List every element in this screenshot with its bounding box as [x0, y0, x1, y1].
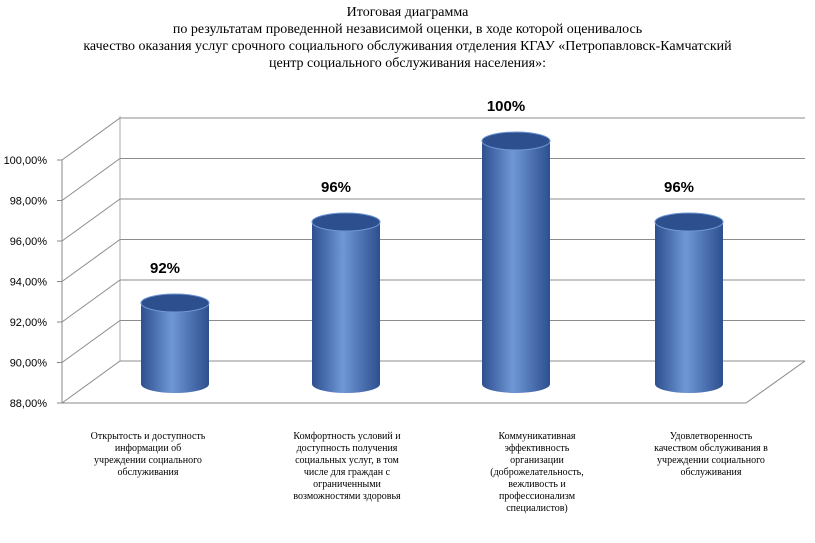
y-tick-label: 96,00% [10, 236, 48, 248]
floor-right-edge [745, 360, 806, 404]
chart-title-line-2: по результатам проведенной независимой о… [172, 22, 643, 37]
bar-top [140, 293, 210, 313]
y-tick-label: 94,00% [10, 277, 48, 289]
bar [141, 303, 209, 393]
gridline [61, 239, 805, 282]
category-label-3: Коммуникативная эффективность организаци… [490, 431, 584, 514]
y-tick-label: 92,00% [10, 317, 48, 329]
data-label: 92% [150, 260, 180, 277]
bar-top [654, 212, 724, 232]
gridline [61, 158, 805, 201]
chart-title-line-1: Итоговая диаграмма [346, 5, 469, 20]
y-tick-label: 100,00% [4, 155, 48, 167]
bar [312, 222, 380, 393]
data-label: 96% [664, 179, 694, 196]
y-tick-label: 88,00% [10, 398, 48, 410]
category-label-4: Удовлетворенность качеством обслуживания… [654, 431, 768, 478]
data-label: 100% [487, 98, 525, 115]
bar-top [311, 212, 381, 232]
category-label-2: Комфортность условий и доступность получ… [293, 431, 401, 502]
gridline [61, 117, 805, 161]
chart-title: Итоговая диаграмма по результатам провед… [0, 4, 815, 72]
data-label: 96% [321, 179, 351, 196]
category-label-1: Открытость и доступность информации об у… [90, 431, 206, 478]
bar [482, 141, 550, 393]
gridline [61, 279, 805, 323]
bar [655, 222, 723, 393]
bar-top [481, 131, 551, 151]
gridline [61, 360, 805, 404]
gridline [61, 198, 805, 242]
y-tick-label: 98,00% [10, 196, 48, 208]
chart-title-line-4: центр социального обслуживания населения… [269, 56, 546, 71]
chart-title-line-3: качество оказания услуг срочного социаль… [83, 39, 732, 54]
y-tick-label: 90,00% [10, 358, 48, 370]
gridline [61, 320, 805, 363]
